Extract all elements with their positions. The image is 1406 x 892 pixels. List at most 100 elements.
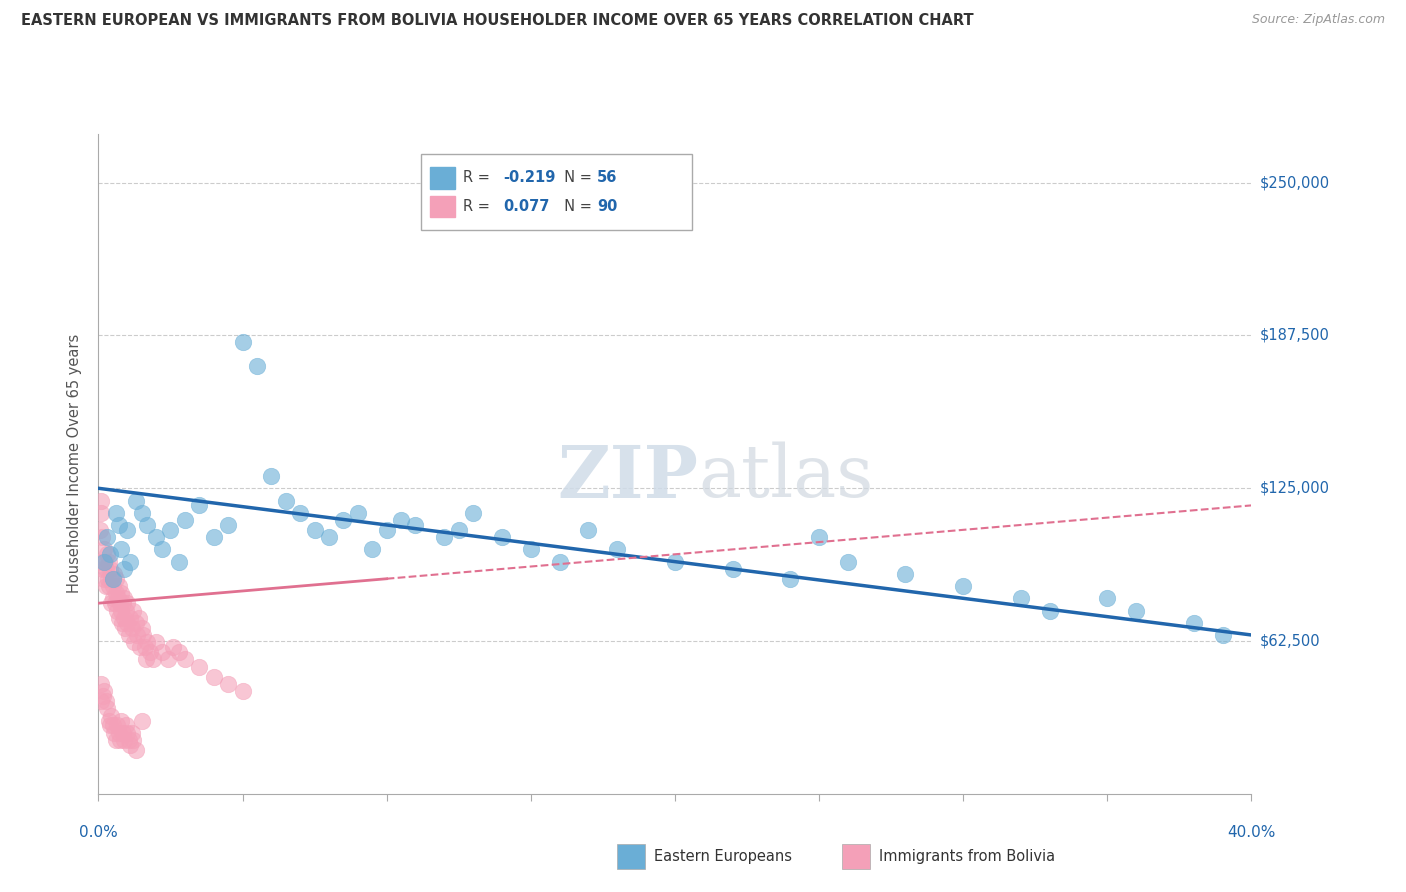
Point <box>389 513 412 527</box>
Point <box>90 677 112 691</box>
Point <box>112 591 135 606</box>
Text: $125,000: $125,000 <box>1260 481 1330 496</box>
Point <box>346 506 368 520</box>
Point <box>150 542 173 557</box>
Point <box>120 555 142 569</box>
Point <box>129 640 152 655</box>
Text: ZIP: ZIP <box>557 442 697 513</box>
Y-axis label: Householder Income Over 65 years: Householder Income Over 65 years <box>67 334 83 593</box>
Point <box>132 628 155 642</box>
Text: atlas: atlas <box>697 442 873 512</box>
Point <box>107 725 129 739</box>
Point <box>107 579 129 593</box>
Text: Source: ZipAtlas.com: Source: ZipAtlas.com <box>1251 13 1385 27</box>
Point <box>202 530 225 544</box>
Point <box>110 586 132 600</box>
Text: 90: 90 <box>598 199 617 214</box>
Point <box>114 718 136 732</box>
Point <box>108 733 131 747</box>
Point <box>135 652 157 666</box>
Point <box>142 652 165 666</box>
Point <box>89 523 111 537</box>
Point <box>91 562 114 576</box>
Point <box>1212 628 1234 642</box>
Point <box>217 518 239 533</box>
Point <box>274 493 297 508</box>
Point <box>174 652 197 666</box>
Point <box>779 572 801 586</box>
Text: EASTERN EUROPEAN VS IMMIGRANTS FROM BOLIVIA HOUSEHOLDER INCOME OVER 65 YEARS COR: EASTERN EUROPEAN VS IMMIGRANTS FROM BOLI… <box>21 13 974 29</box>
Point <box>111 725 134 739</box>
Point <box>361 542 384 557</box>
Point <box>721 562 744 576</box>
Point <box>1125 603 1147 617</box>
Point <box>97 572 120 586</box>
Text: 40.0%: 40.0% <box>1227 825 1275 840</box>
Point <box>131 621 153 635</box>
Point <box>96 530 118 544</box>
Point <box>96 562 118 576</box>
Point <box>120 738 142 752</box>
Point <box>136 635 159 649</box>
Text: -0.219: -0.219 <box>503 170 555 186</box>
Point <box>894 566 917 581</box>
Point <box>375 523 398 537</box>
Point <box>433 530 456 544</box>
Point <box>108 611 131 625</box>
Text: 0.0%: 0.0% <box>79 825 118 840</box>
Point <box>131 506 153 520</box>
Point <box>118 733 141 747</box>
Point <box>405 518 427 533</box>
Point <box>260 469 283 483</box>
Text: N =: N = <box>555 170 596 186</box>
Point <box>188 659 211 673</box>
Point <box>90 506 112 520</box>
Point <box>105 603 128 617</box>
Point <box>188 499 211 513</box>
Point <box>101 579 124 593</box>
Point <box>94 694 117 708</box>
Point <box>101 718 124 732</box>
Point <box>318 530 340 544</box>
Point <box>807 530 830 544</box>
Point <box>167 555 190 569</box>
Point <box>121 725 143 739</box>
Point <box>96 547 118 561</box>
Point <box>162 640 184 655</box>
Point <box>174 513 197 527</box>
Text: $62,500: $62,500 <box>1260 633 1320 648</box>
Point <box>150 645 173 659</box>
Point <box>93 572 115 586</box>
Point <box>491 212 513 227</box>
Point <box>246 359 269 373</box>
Text: R =: R = <box>464 170 495 186</box>
Point <box>520 542 543 557</box>
Point <box>837 555 859 569</box>
Point <box>145 530 167 544</box>
Point <box>128 611 150 625</box>
Point <box>114 603 136 617</box>
Point <box>107 591 129 606</box>
Point <box>91 689 114 703</box>
Point <box>1182 615 1205 630</box>
Point <box>461 506 484 520</box>
Point <box>115 615 138 630</box>
Point <box>89 555 111 569</box>
Point <box>202 669 225 683</box>
Point <box>104 506 127 520</box>
Point <box>447 523 470 537</box>
Point <box>105 572 128 586</box>
Point <box>103 566 125 581</box>
Point <box>120 611 142 625</box>
Point <box>110 542 132 557</box>
Point <box>127 628 149 642</box>
Point <box>167 645 190 659</box>
Text: 0.077: 0.077 <box>503 199 550 214</box>
Point <box>156 652 179 666</box>
Point <box>217 677 239 691</box>
Point <box>107 518 129 533</box>
Point <box>104 733 127 747</box>
Point <box>1010 591 1032 606</box>
Point <box>100 708 122 723</box>
Point <box>112 562 135 576</box>
